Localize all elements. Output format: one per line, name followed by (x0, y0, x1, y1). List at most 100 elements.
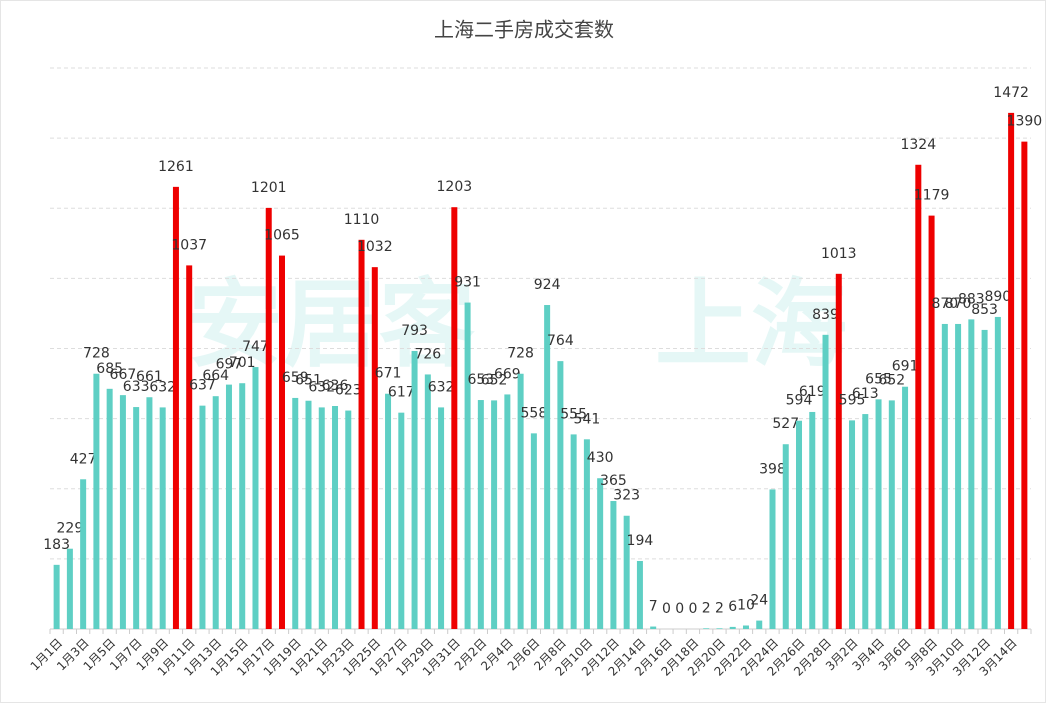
value-label: 623 (335, 383, 362, 399)
value-label: 793 (401, 323, 428, 339)
value-label: 870 (931, 296, 958, 312)
value-label: 924 (534, 277, 561, 293)
value-label: 0 (688, 601, 697, 617)
value-label: 1110 (344, 212, 380, 228)
bar (583, 439, 590, 629)
value-label: 728 (507, 346, 534, 362)
bar (398, 412, 405, 629)
bar (915, 164, 922, 629)
value-label: 671 (375, 366, 402, 382)
value-label: 2 (715, 600, 724, 616)
bar (119, 395, 126, 629)
bar (557, 361, 564, 629)
bar (650, 626, 657, 629)
value-label: 637 (189, 378, 216, 394)
bar (106, 388, 113, 629)
bar (729, 626, 736, 629)
bar (822, 334, 829, 629)
value-label: 365 (600, 473, 627, 489)
value-label: 636 (322, 378, 349, 394)
value-label: 632 (308, 379, 335, 395)
value-label: 24 (750, 593, 768, 609)
value-label: 632 (149, 379, 176, 395)
bar (941, 323, 948, 629)
bar (716, 628, 723, 629)
bar (464, 302, 471, 629)
bar (517, 373, 524, 629)
bar (955, 323, 962, 629)
value-label: 558 (521, 405, 548, 421)
bar (623, 515, 630, 629)
value-label: 1324 (900, 137, 936, 153)
bar (835, 273, 842, 629)
bar (53, 564, 60, 629)
value-label: 839 (812, 307, 839, 323)
bar (597, 478, 604, 629)
bar (146, 397, 153, 629)
value-label: 595 (839, 392, 866, 408)
value-label: 653 (467, 372, 494, 388)
value-label: 883 (958, 291, 985, 307)
bar (742, 625, 749, 629)
value-label: 10 (737, 597, 755, 613)
bar (252, 367, 259, 629)
value-label: 870 (945, 296, 972, 312)
value-label: 1390 (1007, 114, 1043, 130)
value-label: 398 (759, 461, 786, 477)
value-label: 1203 (437, 179, 473, 195)
bar (862, 414, 869, 629)
value-label: 1065 (264, 228, 300, 244)
bar (318, 407, 325, 629)
bar (782, 444, 789, 629)
value-label: 541 (574, 411, 601, 427)
value-label: 1037 (171, 237, 207, 253)
value-label: 652 (481, 372, 508, 388)
value-label: 633 (123, 379, 150, 395)
bar (172, 186, 179, 629)
value-label: 323 (613, 488, 640, 504)
value-label: 1472 (993, 85, 1029, 101)
bar (80, 479, 87, 629)
value-label: 697 (216, 357, 243, 373)
bar (451, 207, 458, 629)
value-label: 0 (675, 601, 684, 617)
value-label: 853 (971, 302, 998, 318)
value-label: 685 (96, 361, 123, 377)
value-label: 1179 (914, 188, 950, 204)
bar (769, 489, 776, 629)
bar (636, 560, 643, 629)
bar (93, 373, 100, 629)
bar (491, 400, 498, 629)
bar (968, 319, 975, 629)
value-label: 728 (83, 346, 110, 362)
bar (212, 396, 219, 629)
bar (278, 255, 285, 629)
value-label: 594 (786, 393, 813, 409)
bar (239, 383, 246, 629)
value-label: 194 (627, 533, 654, 549)
value-label: 669 (494, 366, 521, 382)
value-label: 0 (662, 601, 671, 617)
value-label: 229 (57, 521, 84, 537)
value-label: 183 (43, 537, 70, 553)
bar (385, 393, 392, 629)
value-label: 651 (295, 373, 322, 389)
bar (159, 407, 166, 629)
value-label: 931 (454, 275, 481, 291)
bar (888, 400, 895, 629)
bar (902, 386, 909, 629)
value-label: 2 (702, 600, 711, 616)
value-label: 427 (70, 451, 97, 467)
value-label: 1032 (357, 239, 393, 255)
value-label: 659 (282, 370, 309, 386)
bar (1021, 141, 1028, 629)
watermark: 安居客 (187, 268, 475, 380)
bar (186, 265, 193, 629)
watermark: 上海 (655, 268, 847, 380)
bar (1008, 112, 1015, 629)
bar (530, 433, 537, 629)
bar (703, 628, 710, 629)
value-label: 555 (560, 406, 587, 422)
bar (610, 501, 617, 629)
